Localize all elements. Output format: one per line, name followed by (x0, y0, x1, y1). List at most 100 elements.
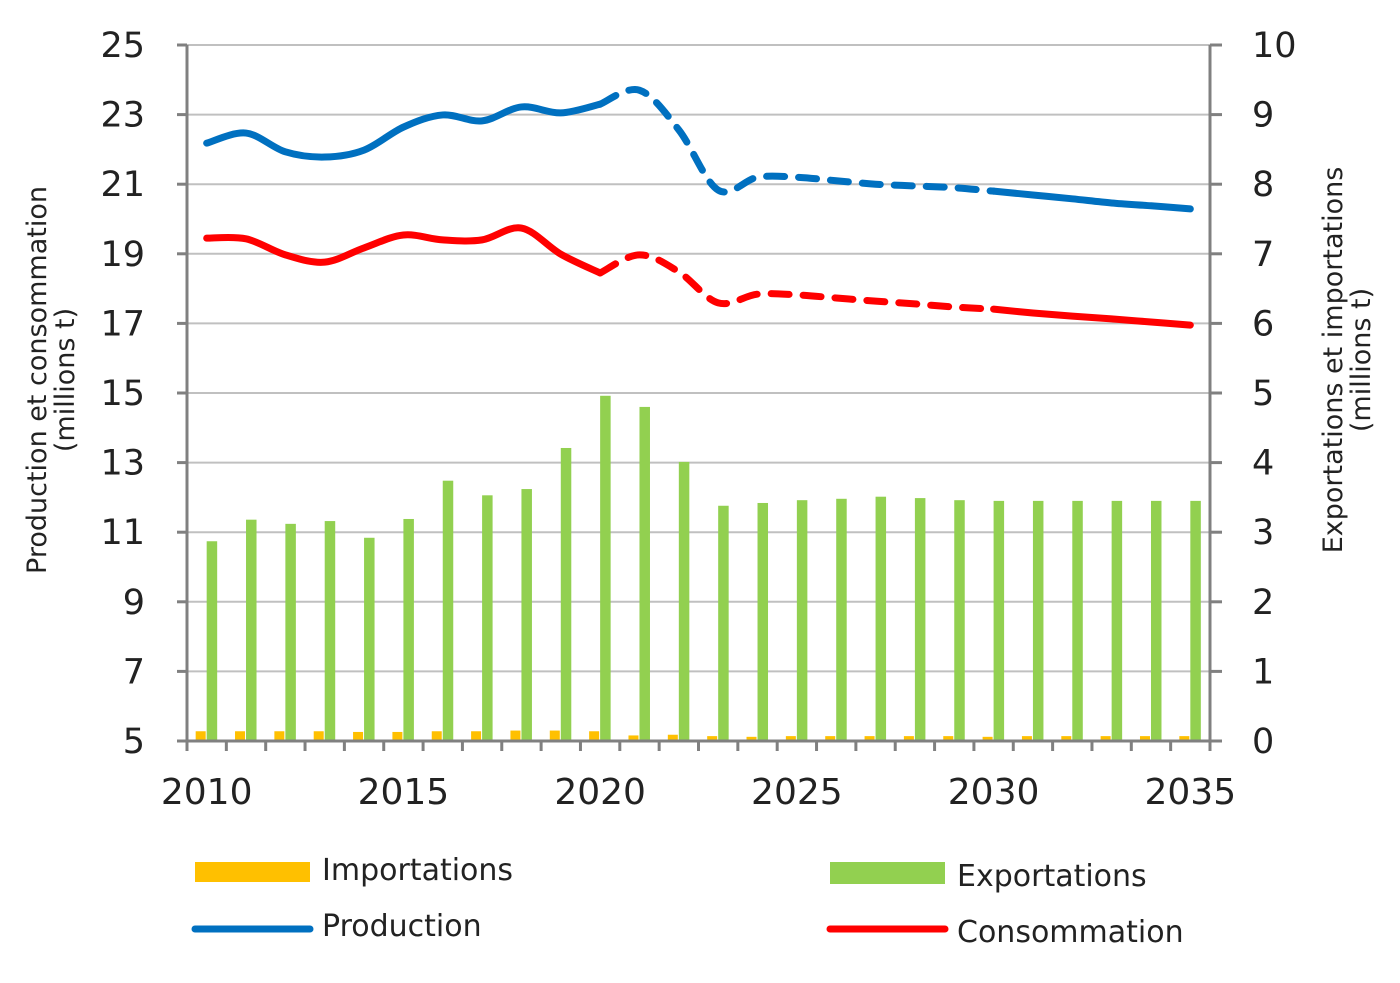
y-right-tick-label: 0 (1252, 722, 1274, 762)
y-left-tick-label: 9 (123, 583, 145, 623)
bar-exportations (600, 395, 611, 741)
legend-label-exportations: Exportations (957, 859, 1147, 894)
bar-exportations (442, 480, 454, 741)
bar-exportations (1111, 500, 1123, 741)
bar-importations (785, 736, 796, 741)
line-consommation-projection (990, 305, 1194, 329)
y-left-label: Production et consommation (22, 186, 53, 574)
bar-importations (982, 736, 993, 741)
y-left-tick-label: 21 (100, 165, 145, 205)
legend-label-importations: Importations (322, 853, 513, 888)
y-left-tick-label: 5 (123, 722, 145, 762)
bar-importations (825, 736, 836, 741)
x-tick-label: 2020 (554, 772, 646, 813)
bar-exportations (1032, 500, 1044, 741)
y-left-tick-label: 15 (100, 374, 145, 414)
bar-exportations (206, 541, 218, 741)
y-right-unit: (millions t) (1346, 288, 1377, 432)
line-production-projection-dashed (596, 86, 998, 196)
y-right-tick-label: 6 (1252, 304, 1274, 344)
x-tick-label: 2030 (948, 772, 1040, 813)
bar-importations (1021, 736, 1032, 741)
legend-label-consommation: Consommation (957, 915, 1184, 950)
bar-exportations (1072, 500, 1083, 741)
y-left-tick-label: 11 (100, 513, 145, 553)
bar-importations (1139, 736, 1150, 741)
bar-importations (707, 736, 718, 741)
line-production-historical (203, 100, 604, 161)
bar-importations (746, 736, 757, 741)
bar-importations (628, 735, 639, 741)
bar-importations (392, 731, 403, 741)
line-consommation-historical (203, 224, 604, 277)
bar-importations (1100, 736, 1111, 741)
bar-exportations (639, 406, 650, 741)
bar-exportations (718, 505, 729, 741)
gridlines (187, 44, 1210, 673)
y-right-label: Exportations et importations (1318, 167, 1349, 554)
y-left-tick-label: 23 (100, 96, 145, 136)
bar-exportations (993, 500, 1005, 741)
bar-exportations (482, 495, 493, 741)
y-right-tick-label: 7 (1252, 235, 1274, 275)
bar-exportations (324, 521, 336, 741)
bar-exportations (678, 461, 690, 741)
y-left-tick-label: 7 (123, 652, 145, 692)
bar-importations (235, 731, 246, 741)
bar-importations (1061, 736, 1072, 741)
legend: Importations Exportations Production Con… (191, 853, 1184, 950)
bar-importations (274, 731, 285, 741)
bar-exportations (246, 519, 257, 741)
bar-exportations (364, 537, 375, 741)
y-left-tick-label: 25 (100, 26, 145, 66)
lines (203, 86, 1194, 329)
bar-importations (903, 736, 914, 741)
y-right-tick-label: 8 (1252, 165, 1274, 205)
bar-exportations (875, 496, 887, 741)
bar-importations (510, 730, 521, 741)
bar-exportations (796, 500, 808, 741)
bar-exportations (1150, 500, 1162, 741)
legend-swatch-importations (195, 862, 310, 882)
bar-importations (471, 731, 482, 741)
bar-importations (667, 734, 678, 741)
y-right-tick-label: 9 (1252, 96, 1274, 136)
y-left-tick-label: 13 (100, 444, 145, 484)
line-production-projection (990, 187, 1194, 213)
bar-importations (864, 736, 875, 741)
bar-exportations (757, 502, 769, 741)
legend-swatch-exportations (830, 862, 945, 884)
bar-importations (549, 730, 560, 741)
y-left-tick-label: 17 (100, 304, 145, 344)
bar-importations (353, 731, 364, 741)
y-right-tick-label: 1 (1252, 652, 1274, 692)
y-right-tick-label: 3 (1252, 513, 1274, 553)
bar-exportations (521, 489, 532, 741)
x-tick-label: 2025 (751, 772, 843, 813)
bar-importations (431, 731, 442, 741)
bar-exportations (836, 498, 847, 741)
y-right-tick-label: 2 (1252, 583, 1274, 623)
bar-importations (589, 731, 600, 741)
bar-importations (313, 731, 324, 741)
x-tick-label: 2035 (1145, 772, 1237, 813)
y-right-tick-label: 10 (1252, 26, 1297, 66)
bar-exportations (954, 500, 965, 741)
bar-importations (1179, 736, 1190, 741)
bar-exportations (285, 523, 296, 741)
x-tick-label: 2015 (358, 772, 450, 813)
y-left-tick-label: 19 (100, 235, 145, 275)
x-tick-label: 2010 (161, 772, 253, 813)
bar-exportations (914, 498, 926, 741)
y-right-tick-label: 4 (1252, 444, 1274, 484)
y-left-unit: (millions t) (50, 308, 81, 452)
legend-label-production: Production (322, 909, 482, 944)
line-consommation-projection-dashed (596, 251, 998, 313)
bar-exportations (560, 447, 572, 741)
y-right-tick-label: 5 (1252, 374, 1274, 414)
bar-importations (195, 731, 206, 741)
bar-importations (943, 736, 954, 741)
